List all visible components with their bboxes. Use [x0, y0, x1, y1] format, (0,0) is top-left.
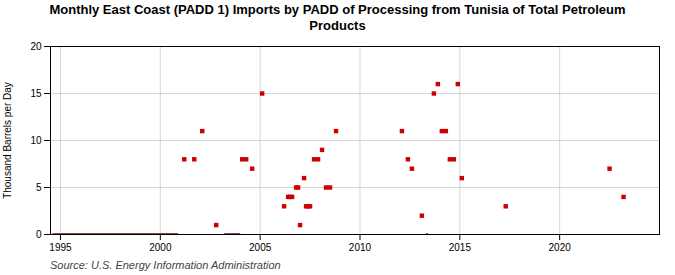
svg-text:2015: 2015: [449, 242, 472, 253]
svg-text:2010: 2010: [349, 242, 372, 253]
svg-text:5: 5: [36, 182, 42, 193]
svg-text:2005: 2005: [249, 242, 272, 253]
svg-text:0: 0: [36, 229, 42, 240]
html-text:Source: U.S. Energy Informatio: Source: U.S. Energy Information Administ…: [50, 259, 281, 271]
svg-text:Thousand Barrels per Day: Thousand Barrels per Day: [2, 82, 13, 199]
svg-text:2020: 2020: [549, 242, 572, 253]
svg-text:1995: 1995: [49, 242, 72, 253]
svg-text:2000: 2000: [149, 242, 172, 253]
svg-text:15: 15: [30, 88, 42, 99]
html-text:Monthly East Coast (PADD 1) Im: Monthly East Coast (PADD 1) Imports by P…: [49, 2, 626, 33]
svg-text:10: 10: [30, 135, 42, 146]
svg-text:20: 20: [30, 41, 42, 52]
